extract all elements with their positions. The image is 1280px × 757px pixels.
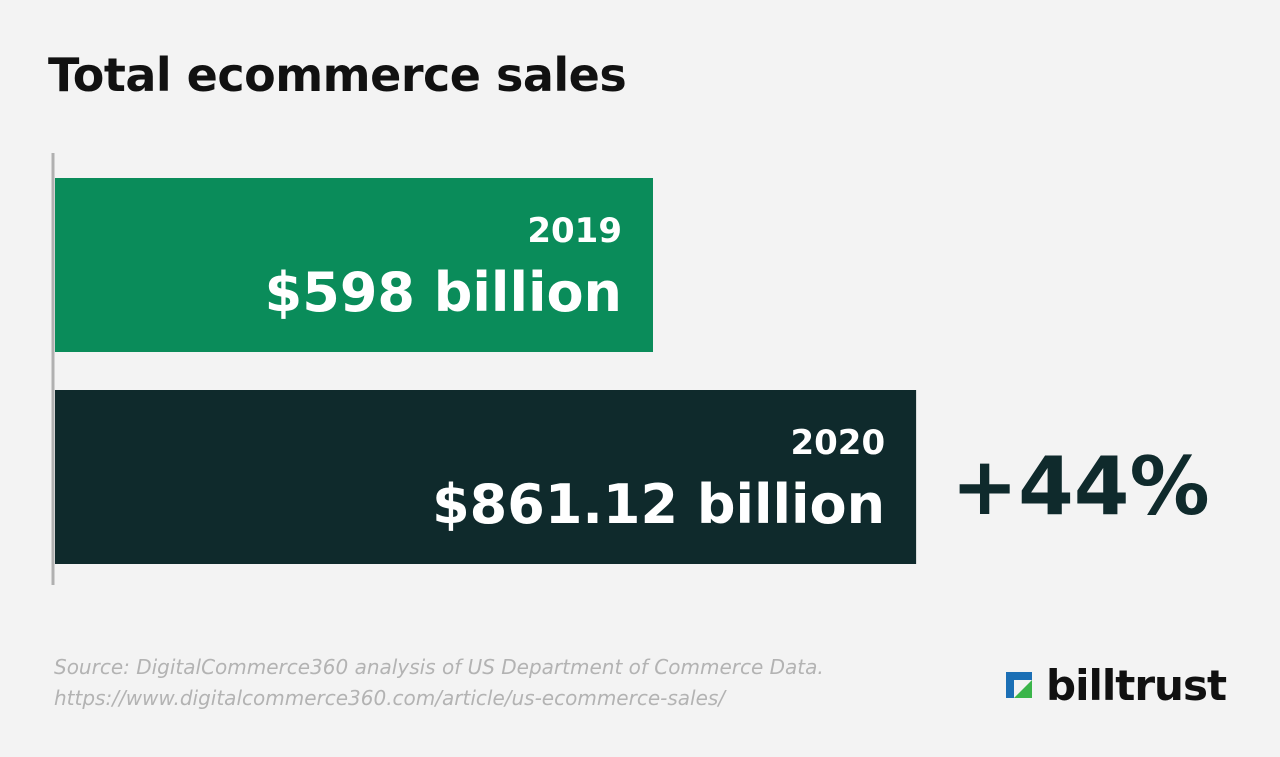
bar-year-label-2020: 2020 xyxy=(790,423,885,463)
bar-chart: 2019 $598 billion 2020 $861.12 billion +44% xyxy=(51,153,1210,585)
billtrust-logo: billtrust xyxy=(1002,660,1227,710)
bar-value-label-2019: $598 billion xyxy=(265,261,622,324)
chart-title: Total ecommerce sales xyxy=(48,48,627,102)
source-note: Source: DigitalCommerce360 analysis of U… xyxy=(54,652,824,714)
bar-2019 xyxy=(55,178,653,352)
logo-text: billtrust xyxy=(1046,660,1227,710)
bar-2020 xyxy=(55,390,917,564)
source-line-1: Source: DigitalCommerce360 analysis of U… xyxy=(54,655,824,679)
growth-annotation: +44% xyxy=(951,440,1210,533)
bar-year-label-2019: 2019 xyxy=(527,211,622,251)
source-url: https://www.digitalcommerce360.com/artic… xyxy=(54,686,726,710)
billtrust-logo-mark-icon xyxy=(1006,672,1032,698)
bar-value-label-2020: $861.12 billion xyxy=(432,473,885,536)
